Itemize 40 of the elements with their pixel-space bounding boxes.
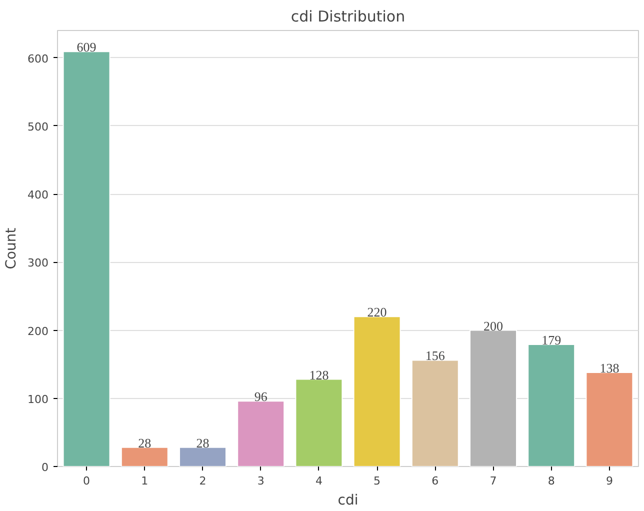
- bar: [353, 316, 401, 466]
- x-tick-label: 6: [432, 474, 439, 488]
- data-label: 220: [367, 304, 387, 320]
- y-tick-label: 500: [28, 120, 49, 134]
- x-axis-title: cdi: [338, 492, 358, 508]
- data-label: 156: [425, 348, 446, 364]
- bar: [586, 372, 634, 466]
- y-tick-label: 400: [28, 188, 49, 202]
- x-tick-label: 2: [199, 474, 206, 488]
- data-label: 96: [254, 389, 268, 404]
- x-tick-label: 8: [548, 474, 555, 488]
- bar: [237, 400, 285, 466]
- bar: [120, 446, 168, 466]
- x-tick-label: 9: [606, 474, 613, 488]
- y-axis-title: Count: [4, 227, 20, 270]
- bar: [411, 360, 459, 466]
- x-tick-label: 7: [490, 474, 497, 488]
- y-tick-label: 0: [42, 461, 48, 474]
- data-label: 28: [138, 435, 152, 450]
- x-tick-label: 4: [315, 474, 322, 488]
- bar: [528, 344, 576, 466]
- bar: [470, 330, 517, 466]
- data-label: 28: [196, 435, 210, 450]
- x-tick-label: 1: [141, 474, 148, 488]
- bar: [62, 51, 110, 466]
- y-tick-label: 100: [28, 392, 49, 406]
- data-label: 138: [600, 360, 620, 376]
- y-tick-label: 300: [28, 256, 49, 270]
- data-label: 179: [542, 332, 562, 348]
- chart-title: cdi Distribution: [290, 8, 406, 26]
- y-tick-label: 600: [28, 52, 49, 66]
- x-tick-label: 3: [257, 474, 264, 488]
- y-tick-label: 200: [28, 324, 49, 338]
- bar: [295, 378, 343, 466]
- x-tick-label: 5: [374, 474, 381, 488]
- data-label: 200: [484, 318, 503, 334]
- bar: [179, 446, 226, 466]
- data-label: 128: [309, 367, 329, 382]
- x-tick-label: 0: [83, 474, 90, 488]
- data-label: 609: [76, 40, 96, 55]
